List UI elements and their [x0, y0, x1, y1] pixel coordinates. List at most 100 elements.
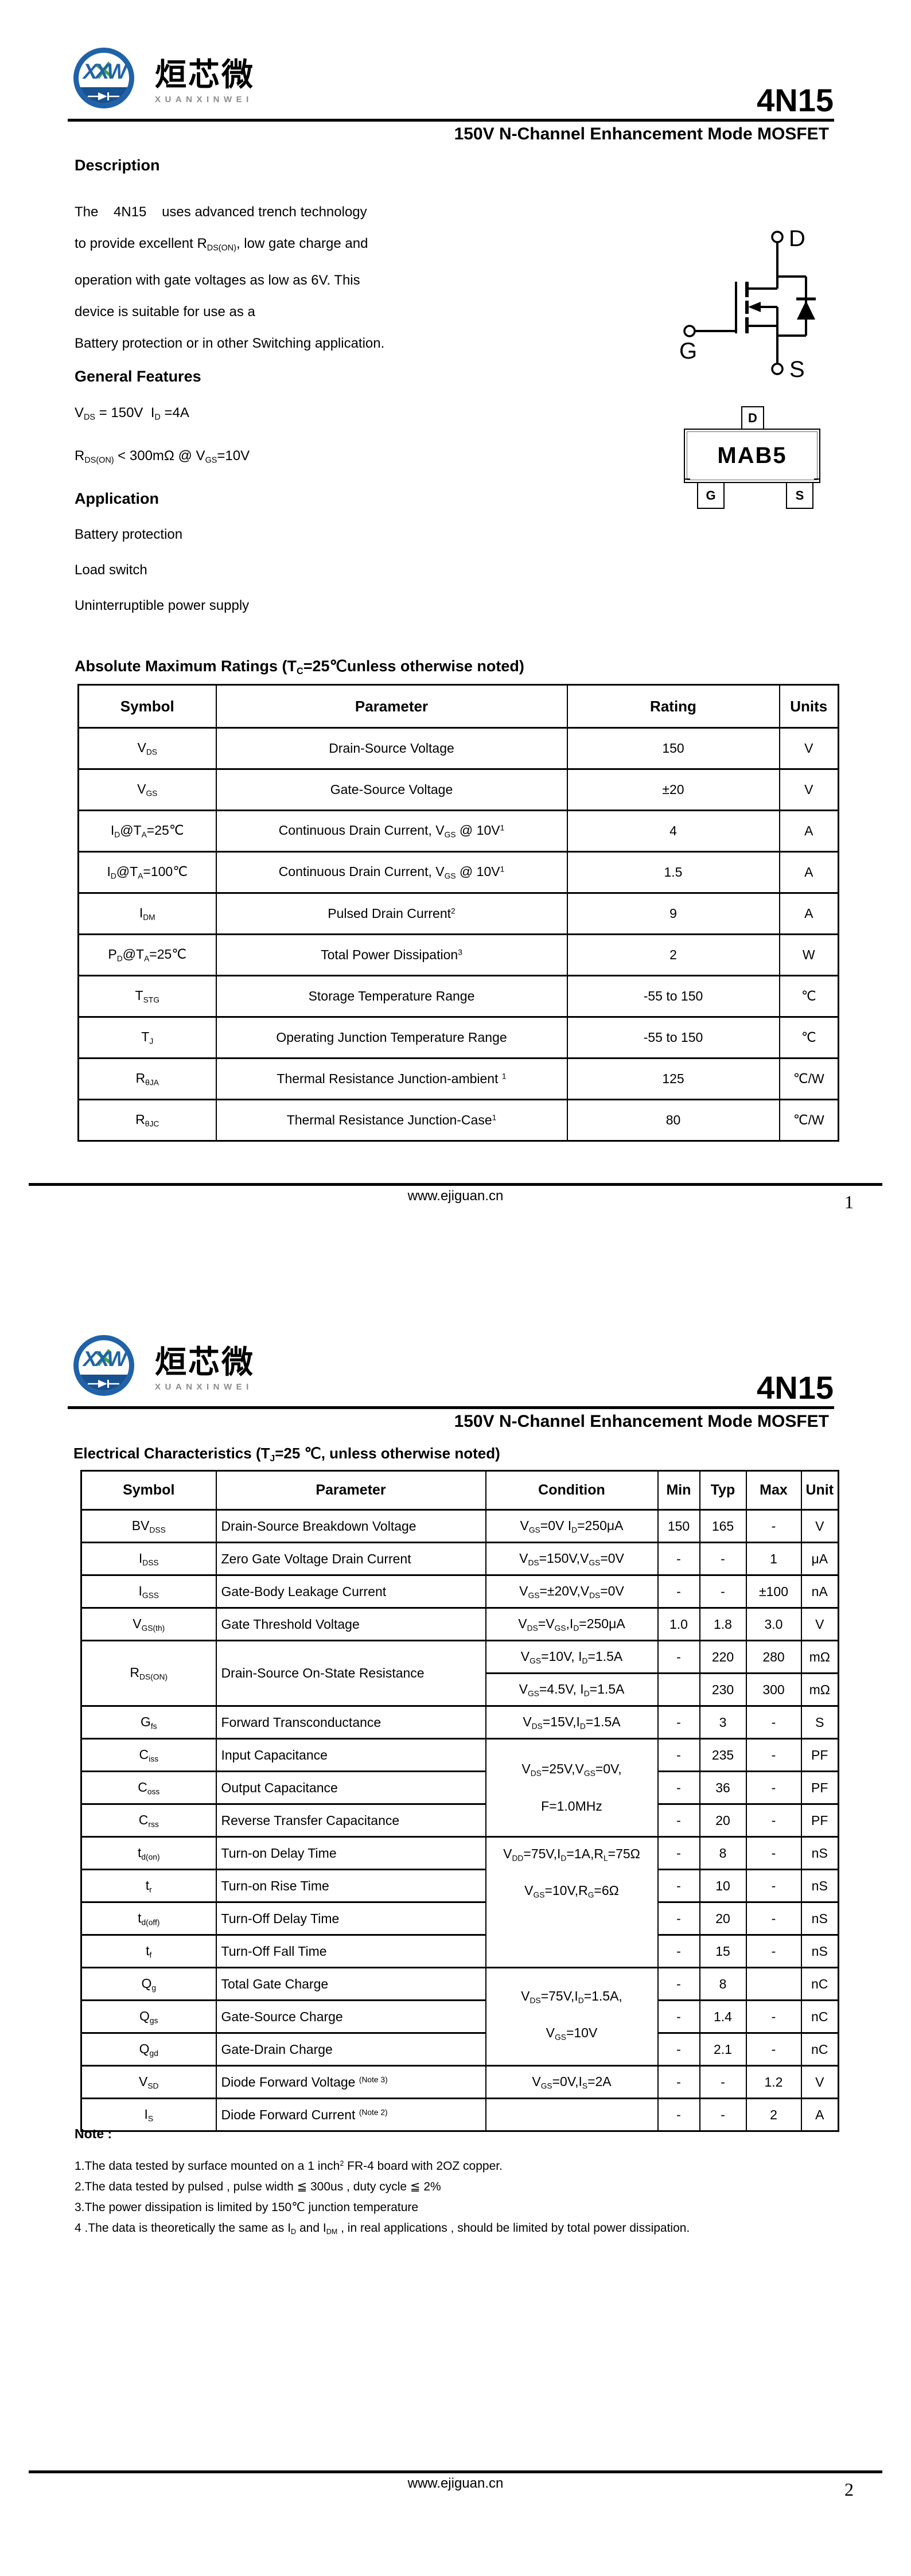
logo-english-name: XUANXINWEI [155, 1382, 253, 1392]
table-cell: 4 [566, 810, 780, 853]
logo-english-name: XUANXINWEI [155, 95, 253, 104]
table-cell: 235 [699, 1738, 747, 1772]
table-cell: A [800, 2098, 839, 2132]
table-cell: - [657, 1640, 700, 1674]
table-row: RθJA Thermal Resistance Junction-ambient … [77, 1057, 839, 1100]
table-cell: - [745, 1705, 802, 1740]
table-cell: 3 [699, 1705, 747, 1740]
diode-icon [88, 92, 119, 100]
package-pin-d-label: D [748, 411, 757, 425]
description-line: operation with gate voltages as low as 6… [75, 272, 360, 288]
table-header-row: Symbol Parameter Condition Min Typ Max Unit [80, 1470, 839, 1511]
application-heading: Application [75, 489, 159, 507]
footer-rule [29, 1183, 882, 1186]
description-line: The 4N15 uses advanced trench technology [75, 204, 367, 220]
abs-max-ratings-title: Absolute Maximum Ratings (TC=25℃unless o… [75, 657, 524, 677]
table-cell: td(off) [80, 1901, 217, 1936]
logo-mark: XXW [73, 48, 134, 108]
column-header: Units [778, 684, 839, 729]
table-cell: Forward Transconductance [215, 1705, 486, 1740]
description-line: device is suitable for use as a [75, 303, 255, 320]
description-line: to provide excellent RDS(ON), low gate c… [75, 236, 368, 253]
table-cell: Gate-Body Leakage Current [215, 1574, 486, 1609]
table-row: IS Diode Forward Current (Note 2) - -2 A [80, 2098, 839, 2132]
package-body: MAB5 [684, 429, 820, 483]
header-rule [68, 1406, 834, 1409]
table-row: BVDSS Drain-Source Breakdown Voltage VGS=0… [80, 1509, 839, 1543]
package-diagram: D MAB5 G S [684, 406, 820, 509]
table-cell: 280 [745, 1640, 802, 1674]
table-cell [657, 1672, 700, 1707]
package-tick-left [685, 478, 690, 480]
table-cell: - [699, 2098, 747, 2132]
table-cell: VGS(th) [80, 1607, 217, 1641]
table-cell: - [657, 1934, 700, 1968]
table-cell: Zero Gate Voltage Drain Current [215, 1542, 486, 1576]
table-row: Gfs Forward Transconductance VDS=15V,ID=1.… [80, 1705, 839, 1740]
logo-mark: XXW [73, 1335, 134, 1396]
column-header: Max [745, 1470, 802, 1511]
mosfet-symbol-icon: D G S [679, 226, 816, 382]
table-cell: 1.0 [657, 1607, 700, 1641]
table-cell: Turn-on Rise Time [215, 1869, 486, 1903]
table-cell: nS [800, 1901, 839, 1936]
table-cell: 300 [745, 1672, 802, 1707]
table-cell: 1.8 [699, 1607, 747, 1641]
table-cell: Crss [80, 1803, 217, 1838]
table-cell: 2 [745, 2098, 802, 2132]
table-row: VGS=4.5V, ID=1.5A 230 300 mΩ [81, 1672, 839, 1707]
table-row: IDM Pulsed Drain Current2 9 A [77, 892, 839, 935]
page2-header: XXW 烜芯微 XUANXINWEI 4N15 150V N-Channel E… [0, 1335, 911, 1444]
table-cell: 1.4 [699, 1999, 747, 2034]
package-pin-d: D [741, 406, 764, 430]
logo-diode-band [79, 87, 129, 103]
table-row: VSD Diode Forward Voltage (Note 3) VGS=0V,… [80, 2065, 839, 2099]
table-cell: - [657, 1574, 700, 1609]
footer-url: www.ejiguan.cn [407, 1188, 504, 1204]
table-cell: - [657, 1999, 700, 2034]
table-cell: ID@TA=100℃ [77, 851, 217, 894]
table-cell: Turn-Off Delay Time [215, 1901, 486, 1936]
table-cell: ℃ [778, 1016, 839, 1059]
table-cell: V [800, 1607, 839, 1641]
table-cell: VDS [77, 727, 217, 770]
table-cell: Gate-Source Voltage [215, 768, 568, 811]
table-cell: Drain-Source Breakdown Voltage [215, 1509, 486, 1543]
table-cell: nC [800, 1999, 839, 2034]
application-item: Uninterruptible power supply [75, 597, 250, 613]
table-cell: 2 [566, 933, 780, 976]
table-cell: Gate Threshold Voltage [215, 1607, 486, 1641]
page-number: 2 [844, 2479, 854, 2500]
table-cell: - [745, 1836, 802, 1870]
table-cell: Diode Forward Voltage (Note 3) [215, 2065, 486, 2099]
table-cell: - [657, 1542, 700, 1576]
table-cell: 230 [699, 1672, 747, 1707]
table-cell: nC [800, 1967, 839, 2001]
body-diode [797, 301, 815, 320]
table-row: IDSS Zero Gate Voltage Drain Current VDS=1… [80, 1542, 839, 1576]
table-cell: RθJC [77, 1099, 217, 1142]
document-subtitle: 150V N-Channel Enhancement Mode MOSFET [454, 124, 829, 143]
table-cell: - [745, 1869, 802, 1903]
table-cell: VDD=75V,ID=1A,RL=75Ω VGS=10V,RG=6Ω [485, 1836, 659, 1968]
table-cell: ℃/W [778, 1057, 839, 1100]
column-header: Condition [485, 1470, 659, 1511]
application-item: Battery protection [75, 526, 183, 542]
table-cell: - [745, 1999, 802, 2034]
table-cell: 8 [699, 1967, 747, 2001]
electrical-characteristics-table: Symbol Parameter Condition Min Typ Max Unit BVD… [80, 1470, 839, 2132]
page1-text-column: Description The 4N15 uses advanced trenc… [75, 156, 465, 624]
mosfet-arrow [748, 302, 761, 312]
table-cell: - [657, 1770, 700, 1805]
logo-names: 烜芯微 XUANXINWEI [155, 1347, 255, 1392]
table-cell: 20 [699, 1803, 747, 1838]
table-cell: IDSS [80, 1542, 217, 1576]
table-row: IGSS Gate-Body Leakage Current VGS=±20V,VD… [80, 1574, 839, 1609]
table-cell: TSTG [77, 975, 217, 1018]
table-cell: Thermal Resistance Junction-ambient 1 [215, 1057, 568, 1100]
table-cell: 8 [699, 1836, 747, 1870]
table-cell: Turn-on Delay Time [215, 1836, 486, 1870]
table-cell: 125 [566, 1057, 780, 1100]
table-cell: IGSS [80, 1574, 217, 1609]
table-cell: Storage Temperature Range [215, 975, 568, 1018]
